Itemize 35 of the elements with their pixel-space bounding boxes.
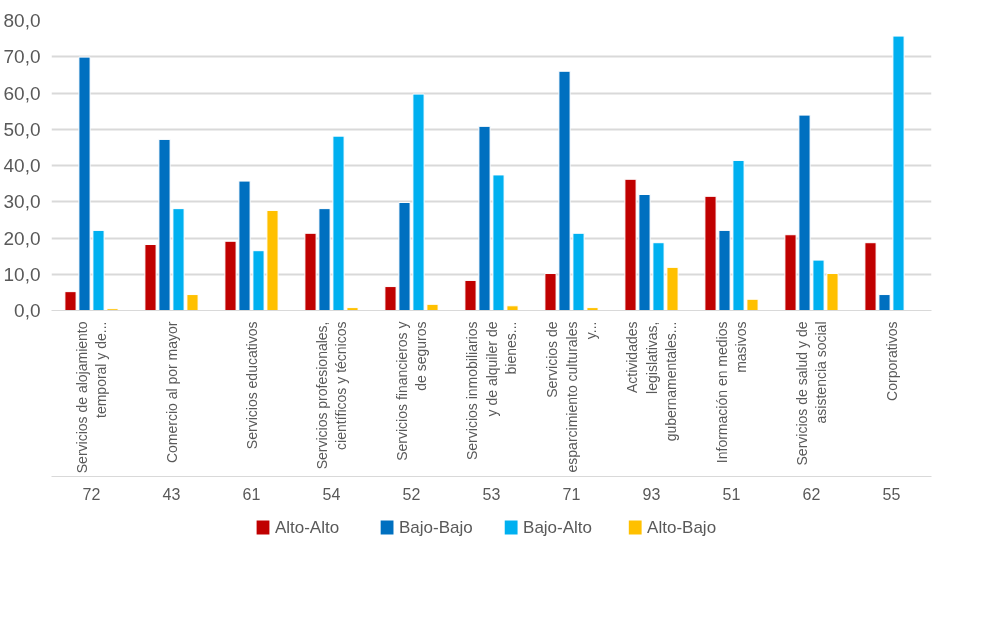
legend-label: Alto-Bajo xyxy=(647,518,717,537)
legend-label: Alto-Alto xyxy=(274,518,340,537)
legend-label: Bajo-Bajo xyxy=(398,518,473,537)
y-tick-label: 30,0 xyxy=(3,191,41,213)
legend-label: Bajo-Alto xyxy=(523,518,593,537)
text: 43 xyxy=(162,485,181,503)
text: 71 xyxy=(562,485,581,503)
x-tick-label: Corporativos xyxy=(883,321,900,401)
text: 55 xyxy=(882,485,901,503)
x-tick-label: Servicios de alojamiento temporal y de... xyxy=(73,321,110,474)
y-tick-label: 50,0 xyxy=(3,118,41,140)
y-tick-label: 80,0 xyxy=(3,10,41,31)
x-tick-label: Servicios de esparcimiento culturales y... xyxy=(544,321,599,473)
text: 72 xyxy=(82,485,101,503)
y-tick-label: 60,0 xyxy=(3,82,41,104)
x-tick-label: Información en medios masivos xyxy=(713,321,750,464)
y-tick-label: 70,0 xyxy=(3,46,41,68)
x-tick-label: Servicios educativos xyxy=(243,321,260,450)
text: 54 xyxy=(322,485,341,503)
x-tick-label: Servicios financieros y de seguros xyxy=(393,321,430,461)
x-tick-label: Comercio al por mayor xyxy=(163,321,180,464)
x-tick-label: Servicios de salud y de asistencia social xyxy=(793,321,830,466)
text: 93 xyxy=(642,485,661,503)
y-tick-label: 0,0 xyxy=(14,300,41,321)
text: 52 xyxy=(402,485,421,503)
y-tick-label: 40,0 xyxy=(3,155,41,176)
text: 51 xyxy=(722,485,741,503)
y-tick-label: 10,0 xyxy=(3,263,41,285)
text: 61 xyxy=(242,485,261,503)
x-tick-label: Servicios inmobiliarios y de alquiler de bienes... xyxy=(464,321,519,460)
y-tick-label: 20,0 xyxy=(3,227,41,249)
x-tick-label: Actividades legislativas, gubernamentales... xyxy=(624,321,679,442)
text: 62 xyxy=(802,485,821,503)
x-tick-label: Servicios profesionales, científicos y técnicos xyxy=(313,321,350,470)
text: 53 xyxy=(482,485,501,503)
